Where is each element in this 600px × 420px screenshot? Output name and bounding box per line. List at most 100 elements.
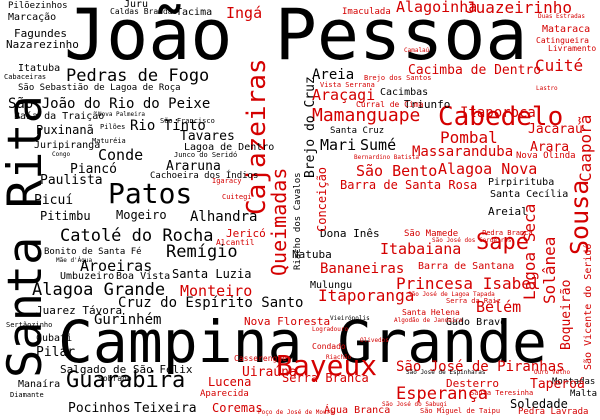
word-bananeiras: Bananeiras [320,261,405,277]
word-agua-branca: Água Branca [324,405,391,416]
word-malta: Malta [570,389,598,399]
word-cachoeira-dos-indios: Cachoeira dos Índios [150,171,259,181]
word-nova-floresta: Nova Floresta [244,315,331,328]
word-santa-cruz: Santa Cruz [330,126,385,136]
word-santa-cecilia: Santa Cecília [490,189,569,200]
word-rio-tinto: Rio Tinto [130,118,206,134]
word-barra-de-santana: Barra de Santana [418,261,515,272]
word-itabaiana: Itabaiana [380,240,462,258]
word-lagoa-seca: Lagoa Seca [520,203,539,300]
word-casserengue: Casserengue [234,354,287,363]
word-cubati: Cubati [36,333,73,344]
word-puxinana: Puxinanã [36,123,94,137]
word-catingueira: Catingueira [536,36,589,45]
word-pirpirituba: Pirpirituba [488,177,555,188]
word-tapero: Taperoá [530,377,585,392]
word-dona-ines: Dona Inês [320,227,380,240]
word-conde: Conde [98,146,144,164]
word-riachao: Riachão [326,354,352,361]
word-juazeirinho: Juazeirinho [466,0,572,17]
word-barra-de-santa-rosa: Barra de Santa Rosa [340,178,478,192]
word-catole-do-rocha: Catolé do Rocha [60,226,214,246]
word-riacho-dos-cavalos: Riacho dos Cavalos [293,172,303,270]
word-baia-da-traicao: Baía da Traição [14,111,105,122]
word-curral-de-cima: Curral de Cima [356,100,424,109]
word-itaporoca: Itaporoca [460,105,536,121]
word-logradouro: Logradouro [312,326,349,333]
word-olivedos: Olivedos [360,337,389,344]
word-sape: Sapé [476,230,529,255]
word-sao-sebastiao: São Sebastião de Lagoa de Roça [18,83,181,93]
word-igaracy: Igaracy [212,177,242,185]
word-diamante: Diamante [10,391,44,399]
word-esperanca: Esperança [396,384,489,404]
word-triunfo: Triunfo [404,98,451,111]
word-queimadas: Queimadas [267,167,291,276]
word-salgado-de-sao-felix: Salgado de São Félix [60,363,193,376]
word-mae-dagua: Mãe d'Água [56,257,93,264]
word-cacimbas: Cacimbas [380,87,429,98]
word-coremas: Coremas [212,401,263,415]
word-sao-jose-de-lagoa-tapada: São José de Lagoa Tapada [408,291,495,298]
word-fagundes: Fagundes [14,27,67,40]
word-cruz-do-espirito-santo: Cruz do Espírito Santo [118,295,304,311]
word-montadas: Montadas [552,377,596,387]
word-juru: Juru [124,0,149,10]
word-sao-jose-de-piranhas: São José de Piranhas [396,359,565,375]
word-imaculada: Imaculada [342,7,391,17]
word-juarez-tavora: Juarez Távora [36,304,123,317]
word-lagoa-de-dentro: Lagoa de Dentro [184,142,275,153]
word-juripiranga: Juripiranga [34,140,101,151]
word-sao-vicente-do-serido: São Vicente do Seridó [583,243,594,370]
word-pitimbu: Pitimbu [40,209,91,223]
word-massaranduba: Massaranduba [412,144,514,160]
word-cabaceiras: Cabaceiras [4,73,47,81]
word-sao-francisco: São Francisco [160,117,215,125]
word-santa-luzia: Santa Luzia [172,267,252,281]
word-jerico: Jericó [226,227,266,240]
word-sao-jose-de-espinharas: São José de Espinharas [406,369,486,376]
word-alhandra: Alhandra [190,209,258,225]
word-teixeira: Teixeira [134,401,197,416]
word-areial: Areial [488,205,528,218]
word-pedras-de-fogo: Pedras de Fogo [66,66,210,86]
word-serra-da-raiz: Serra da Raiz [446,297,501,305]
word-inga: Ingá [226,4,263,22]
word-umbuzeiro: Umbuzeiro [60,271,115,282]
word-alagoa-grande: Alagoa Grande [32,280,166,300]
word-vieiropolis: Vieirópolis [330,315,370,322]
word-manaira: Manaíra [18,379,61,390]
word-pilões: Pilões [100,123,126,131]
word-nazarezinho: Nazarezinho [6,38,79,51]
word-bonito-de-santa-fe: Bonito de Santa Fé [44,247,142,257]
word-sao-mamede: São Mamede [404,229,459,239]
word-arara: Arara [530,140,570,155]
word-ouro-velho: Ouro Velho [534,369,571,376]
word-joao-pessoa: João Pessoa [64,0,528,76]
word-conceicao: Conceição [315,166,329,232]
word-alagoinha: Alagoinha [396,0,478,16]
word-mogeiro: Mogeiro [116,208,167,222]
word-matarca: Mataraca [542,24,591,35]
word-mari: Mari [320,136,357,154]
word-tacima: Tacima [176,7,213,18]
word-picui: Picuí [34,193,74,208]
word-brejo-dos-santos: Brejo dos Santos [364,74,432,82]
word-jacarau: Jacaraú [528,122,583,137]
word-condado: Condado [312,342,346,351]
word-uirauna: Uiraúna [242,365,297,380]
word-cacimba-de-dentro: Cacimba de Dentro [408,63,542,78]
word-desterro: Desterro [446,377,499,390]
word-aracagi: Araçagi [312,86,376,104]
word-alcantil: Alcantil [216,238,255,247]
word-soledade: Soledade [510,397,568,411]
word-vista-serrana: Vista Serrana [320,81,375,89]
word-nova-olinda: Nova Olinda [516,151,576,161]
word-patos: Patos [108,177,193,210]
word-duas-estradas: Duas Estradas [538,13,585,20]
word-junco-do-serido: Junco do Seridó [174,151,238,159]
word-aparecida: Aparecida [200,389,249,399]
word-boqueirao: Boqueirão [559,279,574,350]
word-sobrado: Sobrado [98,374,132,383]
